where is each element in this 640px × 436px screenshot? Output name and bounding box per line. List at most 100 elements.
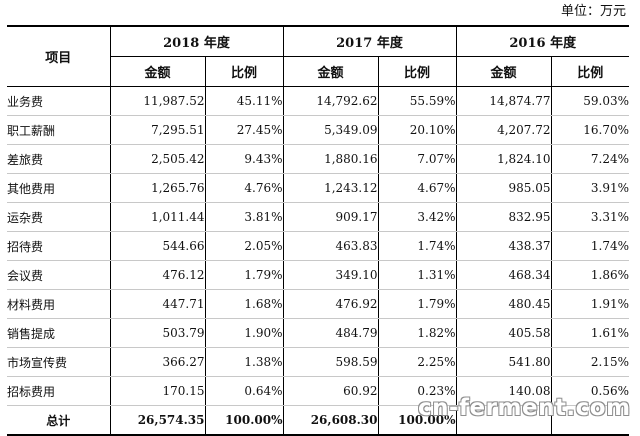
cell-ratio-2016: 0.56% (551, 376, 629, 406)
cell-amount-2017: 60.92 (283, 376, 379, 406)
table-row: 招待费 544.66 2.05% 463.83 1.74% 438.37 1.74% (7, 231, 629, 261)
cell-amount-2016: 985.05 (456, 173, 552, 203)
year-header-2017: 2017 年度 (283, 25, 457, 57)
unit-note: 单位：万元 (560, 4, 626, 19)
cell-amount-2016: 14,874.77 (456, 86, 552, 116)
cell-amount-2018: 503.79 (110, 318, 206, 348)
cell-amount-2016: 541.80 (456, 347, 552, 377)
cell-ratio-2016: 1.91% (551, 289, 629, 319)
cell-amount-2017: 463.83 (283, 231, 379, 261)
table-row: 市场宣传费 366.27 1.38% 598.59 2.25% 541.80 2.15% (7, 347, 629, 377)
cell-ratio-2018: 0.64% (205, 376, 284, 406)
cell-amount-2017: 476.92 (283, 289, 379, 319)
cell-ratio-2017: 2.25% (378, 347, 457, 377)
cell-amount-2018: 7,295.51 (110, 115, 206, 145)
row-label: 会议费 (7, 260, 111, 290)
cell-ratio-2018: 1.68% (205, 289, 284, 319)
ratio-header: 比例 (378, 56, 457, 87)
row-label: 市场宣传费 (7, 347, 111, 377)
cell-ratio-2017: 4.67% (378, 173, 457, 203)
cell-ratio-2018: 1.38% (205, 347, 284, 377)
cell-ratio-2016: 1.61% (551, 318, 629, 348)
cell-ratio-2018: 4.76% (205, 173, 284, 203)
cell-ratio-2017: 7.07% (378, 144, 457, 174)
cell-amount-2017: 1,243.12 (283, 173, 379, 203)
cell-amount-2018: 1,011.44 (110, 202, 206, 232)
cell-ratio-2018: 1.79% (205, 260, 284, 290)
item-column-header: 项目 (7, 25, 111, 87)
cell-amount-2017: 598.59 (283, 347, 379, 377)
row-label: 业务费 (7, 86, 111, 116)
ratio-header: 比例 (205, 56, 284, 87)
cell-ratio-2017: 55.59% (378, 86, 457, 116)
row-label: 运杂费 (7, 202, 111, 232)
table-row: 会议费 476.12 1.79% 349.10 1.31% 468.34 1.86% (7, 260, 629, 290)
cell-amount-2016: 405.58 (456, 318, 552, 348)
cell-ratio-2017: 3.42% (378, 202, 457, 232)
cell-ratio-2016: 1.86% (551, 260, 629, 290)
cell-ratio-2017: 1.31% (378, 260, 457, 290)
cell-ratio-2018: 1.90% (205, 318, 284, 348)
year-header-2016: 2016 年度 (456, 25, 629, 57)
amount-header: 金额 (283, 56, 379, 87)
cell-amount-2018: 1,265.76 (110, 173, 206, 203)
cell-amount-2016: 1,824.10 (456, 144, 552, 174)
table-row: 业务费 11,987.52 45.11% 14,792.62 55.59% 14,874.… (7, 86, 629, 116)
table-body: 业务费 11,987.52 45.11% 14,792.62 55.59% 14,874.… (7, 86, 629, 436)
amount-header: 金额 (456, 56, 552, 87)
cell-ratio-2017: 1.74% (378, 231, 457, 261)
cell-amount-2017: 909.17 (283, 202, 379, 232)
cell-ratio-2016: 1.74% (551, 231, 629, 261)
cell-amount-2016: 832.95 (456, 202, 552, 232)
cell-ratio-2016: 16.70% (551, 115, 629, 145)
cell-ratio-2016: 3.31% (551, 202, 629, 232)
cell-amount-2018: 2,505.42 (110, 144, 206, 174)
cell-amount-2016: 4,207.72 (456, 115, 552, 145)
cell-amount-2016: 468.34 (456, 260, 552, 290)
cell-ratio-2017: 1.82% (378, 318, 457, 348)
cell-amount-2017: 14,792.62 (283, 86, 379, 116)
cell-amount-2018: 366.27 (110, 347, 206, 377)
cell-amount-2018: 170.15 (110, 376, 206, 406)
cell-ratio-2016: 7.24% (551, 144, 629, 174)
cell-ratio-2017: 1.79% (378, 289, 457, 319)
cell-amount-2016: 480.45 (456, 289, 552, 319)
ratio-header: 比例 (551, 56, 629, 87)
cell-amount-2017: 349.10 (283, 260, 379, 290)
cell-amount-2017: 1,880.16 (283, 144, 379, 174)
cell-amount-2017: 5,349.09 (283, 115, 379, 145)
cell-ratio-2018: 45.11% (205, 86, 284, 116)
cell-ratio-2018: 27.45% (205, 115, 284, 145)
cell-ratio-2016: 59.03% (551, 86, 629, 116)
table-row: 其他费用 1,265.76 4.76% 1,243.12 4.67% 985.05 3.91… (7, 173, 629, 203)
cell-amount-2016: 438.37 (456, 231, 552, 261)
table-row: 差旅费 2,505.42 9.43% 1,880.16 7.07% 1,824.10 7.2… (7, 144, 629, 174)
table-row: 销售提成 503.79 1.90% 484.79 1.82% 405.58 1.61% (7, 318, 629, 348)
row-label: 招标费用 (7, 376, 111, 406)
cell-amount-2017: 484.79 (283, 318, 379, 348)
table-row: 运杂费 1,011.44 3.81% 909.17 3.42% 832.95 3.31% (7, 202, 629, 232)
cell-ratio-2017: 0.23% (378, 376, 457, 406)
cell-ratio-2016: 2.15% (551, 347, 629, 377)
cell-ratio-2018: 2.05% (205, 231, 284, 261)
table-row: 职工薪酬 7,295.51 27.45% 5,349.09 20.10% 4,207.72… (7, 115, 629, 145)
table-row: 招标费用 170.15 0.64% 60.92 0.23% 140.08 0.56% (7, 376, 629, 406)
row-label: 材料费用 (7, 289, 111, 319)
table-row: 材料费用 447.71 1.68% 476.92 1.79% 480.45 1.91% (7, 289, 629, 319)
cell-amount-2016: 140.08 (456, 376, 552, 406)
amount-header: 金额 (110, 56, 206, 87)
sales-expense-table: 项目 2018 年度 2017 年度 2016 年度 金额 比例 金额 比例 金… (7, 25, 629, 436)
cell-ratio-2018: 9.43% (205, 144, 284, 174)
year-header-2018: 2018 年度 (110, 25, 284, 57)
row-label: 招待费 (7, 231, 111, 261)
cell-ratio-2017: 20.10% (378, 115, 457, 145)
row-label: 销售提成 (7, 318, 111, 348)
cell-amount-2018: 476.12 (110, 260, 206, 290)
cell-ratio-2016: 3.91% (551, 173, 629, 203)
row-label: 其他费用 (7, 173, 111, 203)
row-label: 职工薪酬 (7, 115, 111, 145)
cell-amount-2018: 447.71 (110, 289, 206, 319)
row-label: 差旅费 (7, 144, 111, 174)
cell-amount-2018: 11,987.52 (110, 86, 206, 116)
cell-ratio-2018: 3.81% (205, 202, 284, 232)
